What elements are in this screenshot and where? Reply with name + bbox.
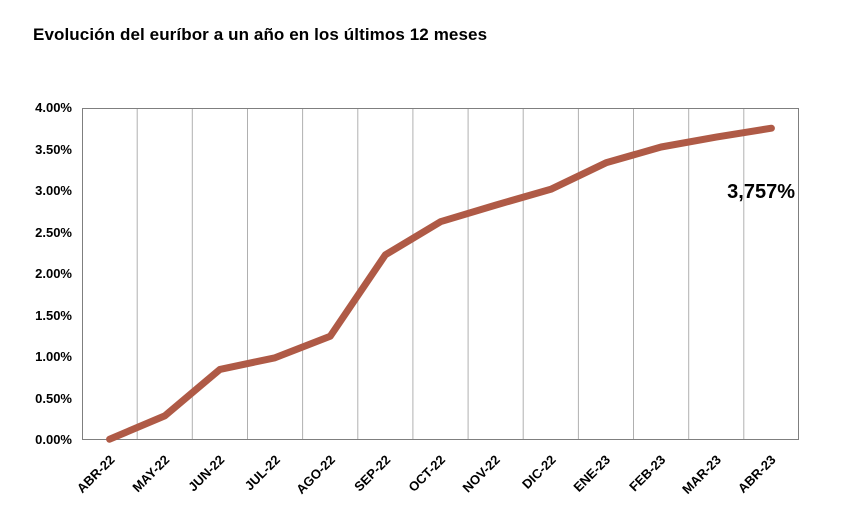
y-tick-label: 2.00% [35, 266, 72, 281]
euribor-line-series [106, 124, 775, 443]
plot-border [82, 108, 799, 440]
last-value-label: 3,757% [727, 181, 795, 203]
y-tick-label: 3.50% [35, 141, 72, 157]
chart-title: Evolución del euríbor a un año en los úl… [33, 25, 488, 44]
y-tick-label: 4.00% [35, 100, 72, 115]
y-tick-label: 1.00% [35, 349, 72, 364]
y-tick-label: 3.00% [35, 183, 72, 198]
y-tick-label: 0.50% [35, 390, 72, 406]
y-tick-label: 2.50% [35, 224, 72, 240]
y-tick-label: 0.00% [35, 432, 72, 447]
y-tick-label: 1.50% [35, 307, 72, 323]
